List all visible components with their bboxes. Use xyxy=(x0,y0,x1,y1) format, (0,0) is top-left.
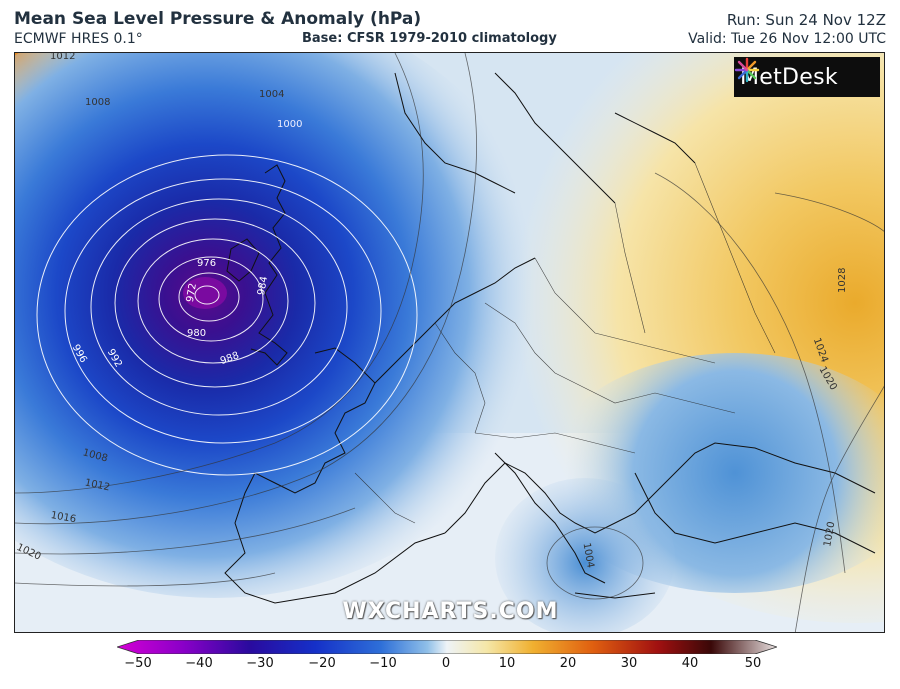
logo-text: MetDesk xyxy=(740,64,838,90)
coastlines xyxy=(224,72,876,604)
colorbar-tick: 20 xyxy=(559,656,577,671)
map-canvas: 1012 1008 1004 1000 976 972 984 980 988 … xyxy=(15,53,884,632)
pressure-map: 1012 1008 1004 1000 976 972 984 980 988 … xyxy=(14,52,885,633)
isobar-label-1012: 1012 xyxy=(50,53,75,62)
isobars-low xyxy=(36,154,418,476)
base-climatology: Base: CFSR 1979-2010 climatology xyxy=(302,31,557,46)
isobar-label-1016: 1016 xyxy=(50,510,77,525)
colorbar-tick: 30 xyxy=(620,656,638,671)
run-time: Run: Sun 24 Nov 12Z xyxy=(726,11,886,29)
country-borders xyxy=(354,162,776,524)
isobars-outer xyxy=(15,53,884,632)
valid-time: Valid: Tue 26 Nov 12:00 UTC xyxy=(688,31,886,47)
isobar-label-976: 976 xyxy=(197,258,216,269)
colorbar xyxy=(117,640,777,654)
isobar-label-1000: 1000 xyxy=(277,119,302,130)
chart-title: Mean Sea Level Pressure & Anomaly (hPa) xyxy=(14,9,422,29)
isobar-label-1012-sw: 1012 xyxy=(84,477,111,493)
isobar-label-980: 980 xyxy=(187,328,206,339)
wxcharts-watermark: WXCHARTS.COM xyxy=(342,599,559,624)
isobar-label-1020-se: 1020 xyxy=(822,521,837,548)
model-name: ECMWF HRES 0.1° xyxy=(14,31,143,47)
colorbar-tick: −30 xyxy=(246,656,274,671)
colorbar-tick: 50 xyxy=(744,656,762,671)
isobar-label-1008: 1008 xyxy=(85,97,110,108)
low-anomaly-greece xyxy=(495,478,675,632)
colorbar-tick: −10 xyxy=(369,656,397,671)
isobar-label-972: 972 xyxy=(185,282,199,303)
colorbar-tick: −20 xyxy=(308,656,336,671)
colorbar-tick: −40 xyxy=(185,656,213,671)
isobar-label-1028: 1028 xyxy=(837,268,848,293)
colorbar-tick: 10 xyxy=(498,656,516,671)
isobar-label-1004: 1004 xyxy=(581,542,596,569)
colorbar-ticks: −50 −40 −30 −20 −10 0 10 20 30 40 50 xyxy=(0,656,900,680)
metdesk-logo: MetDesk xyxy=(734,57,880,97)
isobar-label-1004: 1004 xyxy=(259,89,284,100)
colorbar-tick: 0 xyxy=(441,656,451,671)
metdesk-burst-icon xyxy=(734,57,760,83)
isobar-label-984: 984 xyxy=(256,275,270,296)
colorbar-tick: 40 xyxy=(681,656,699,671)
header: Mean Sea Level Pressure & Anomaly (hPa) … xyxy=(0,0,900,52)
colorbar-tick: −50 xyxy=(124,656,152,671)
